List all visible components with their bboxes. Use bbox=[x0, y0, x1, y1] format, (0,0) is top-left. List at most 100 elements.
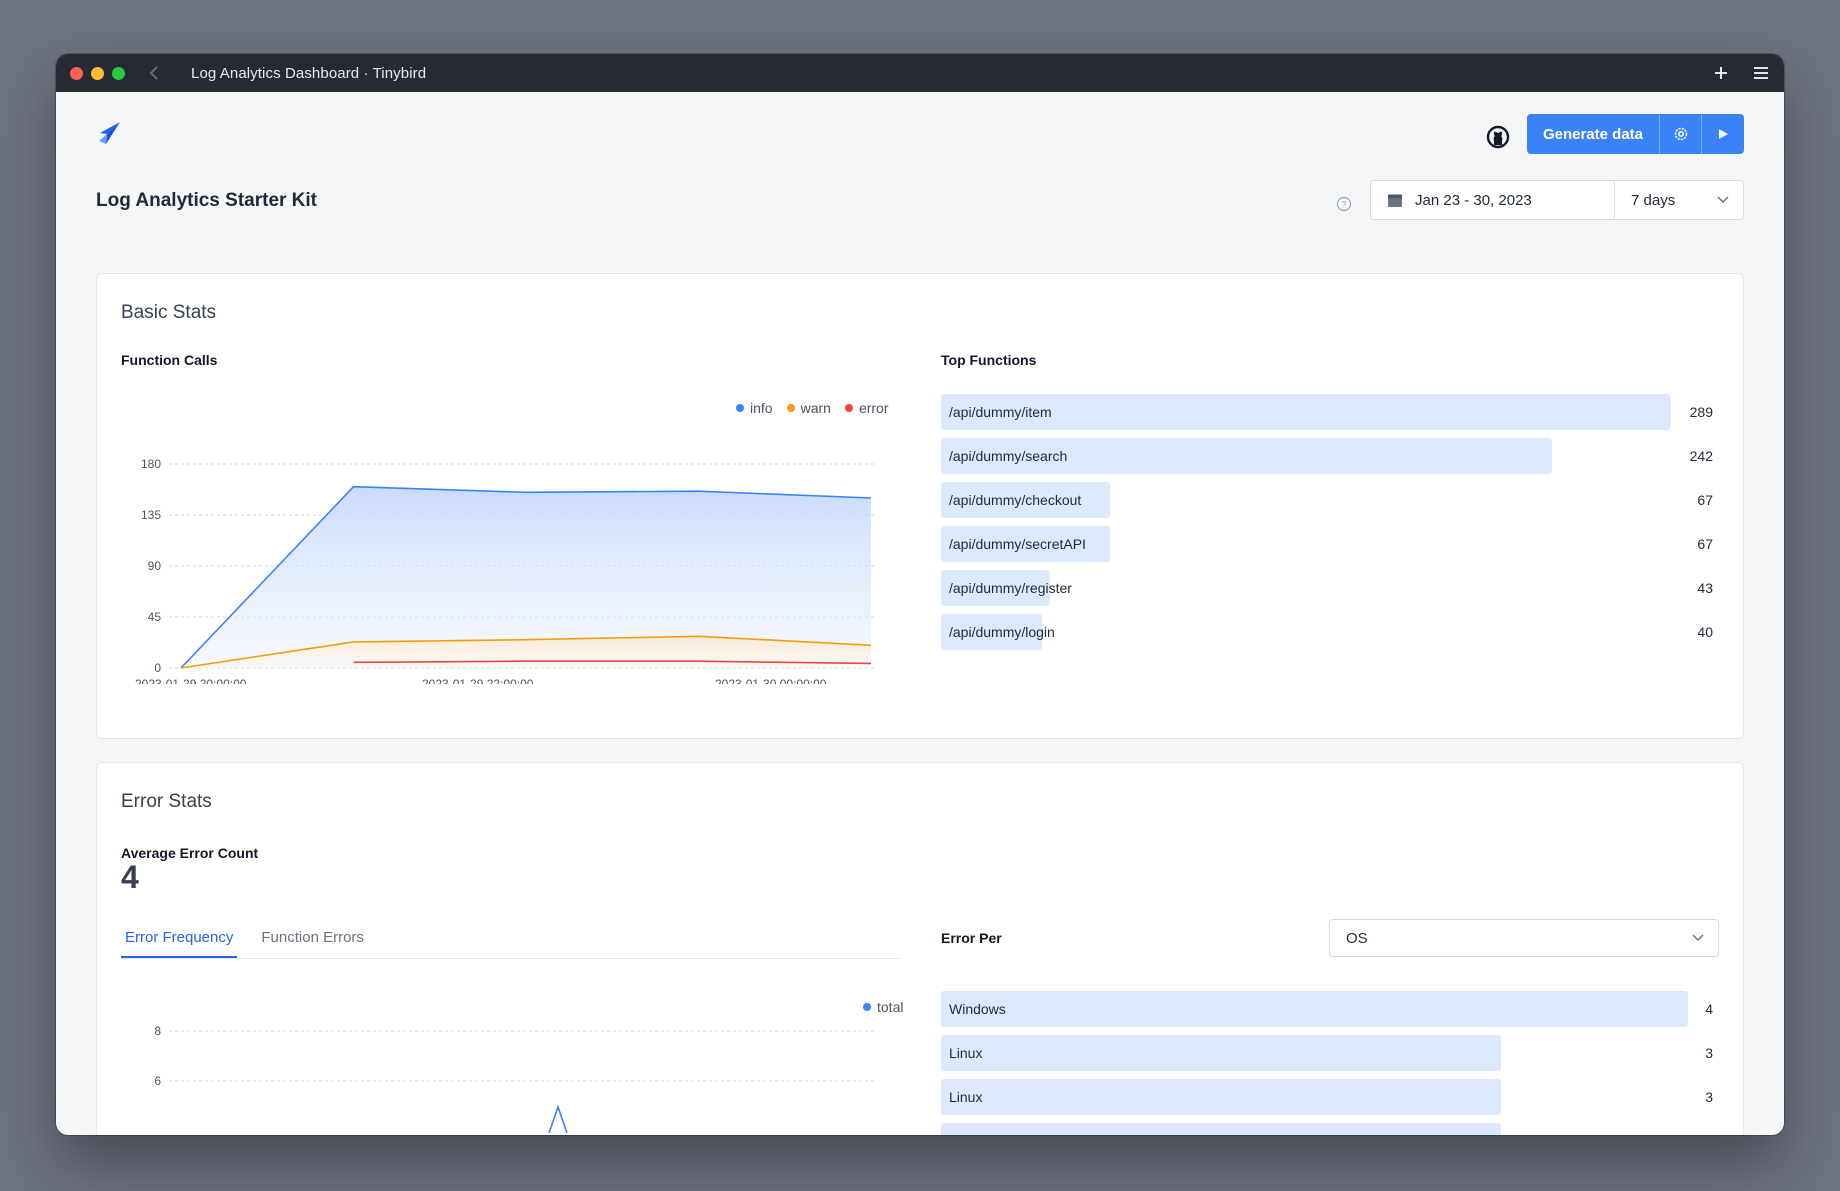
bar-label: Linux bbox=[949, 1045, 983, 1061]
error-per-select[interactable]: OS bbox=[1329, 919, 1719, 957]
bar-label: /api/dummy/register bbox=[949, 580, 1072, 596]
legend-total-dot bbox=[863, 1003, 871, 1011]
bar-fill bbox=[941, 526, 1111, 562]
menu-icon[interactable] bbox=[1752, 64, 1770, 82]
play-button[interactable] bbox=[1702, 114, 1744, 154]
page-title: Log Analytics Starter Kit bbox=[96, 190, 318, 211]
date-range-text: Jan 23 - 30, 2023 bbox=[1415, 191, 1532, 209]
bar-label: Linux bbox=[949, 1089, 983, 1105]
chevron-down-icon bbox=[1692, 934, 1704, 942]
bar-value: 67 bbox=[1697, 536, 1713, 552]
bar-value: 40 bbox=[1697, 624, 1713, 640]
bar-value: 3 bbox=[1705, 1089, 1713, 1105]
error-frequency-line bbox=[548, 1104, 568, 1134]
list-item[interactable]: Linux 3 bbox=[941, 1123, 1713, 1135]
y-tick-label: 90 bbox=[148, 559, 162, 573]
bar-value: 4 bbox=[1705, 1001, 1713, 1017]
y-tick-label: 8 bbox=[154, 1024, 161, 1038]
github-icon[interactable] bbox=[1486, 125, 1510, 149]
legend-warn-dot bbox=[786, 404, 795, 412]
legend-error[interactable]: error bbox=[844, 400, 889, 416]
generate-data-button[interactable]: Generate data bbox=[1526, 114, 1660, 154]
top-bar: Generate data bbox=[96, 92, 1744, 186]
date-range-field[interactable]: Jan 23 - 30, 2023 bbox=[1371, 181, 1615, 219]
list-item[interactable]: /api/dummy/register 43 bbox=[941, 570, 1713, 606]
basic-stats-card: Basic Stats Function Calls Top Functions… bbox=[96, 273, 1744, 739]
help-icon[interactable]: ? bbox=[1336, 196, 1352, 212]
legend-info[interactable]: info bbox=[736, 400, 773, 416]
tab-error-frequency[interactable]: Error Frequency bbox=[121, 921, 238, 958]
date-range-picker[interactable]: Jan 23 - 30, 2023 7 days bbox=[1370, 180, 1744, 220]
bar-fill bbox=[941, 991, 1688, 1027]
bar-value: 289 bbox=[1689, 404, 1713, 420]
bar-label: Windows bbox=[949, 1001, 1006, 1017]
tab-function-errors[interactable]: Function Errors bbox=[261, 929, 364, 946]
minimize-window-button[interactable] bbox=[91, 66, 104, 80]
title-bar: Log Analytics Dashboard · Tinybird bbox=[56, 54, 1784, 92]
legend-warn[interactable]: warn bbox=[786, 400, 831, 416]
play-icon bbox=[1719, 129, 1728, 139]
settings-button[interactable] bbox=[1660, 114, 1702, 154]
function-calls-legend: info warn error bbox=[736, 400, 889, 416]
bar-value: 43 bbox=[1697, 580, 1713, 596]
maximize-window-button[interactable] bbox=[112, 66, 125, 80]
legend-error-label: error bbox=[858, 400, 889, 416]
bar-fill bbox=[941, 482, 1111, 518]
app-window: Log Analytics Dashboard · Tinybird bbox=[56, 54, 1784, 1135]
error-tabs: Error Frequency Function Errors bbox=[121, 921, 901, 959]
function-calls-chart: 0 45 90 135 180 2023-01-29 20:00:00 2023-01-2… bbox=[135, 457, 877, 684]
error-frequency-chart: 86 bbox=[154, 1024, 877, 1134]
line-error bbox=[353, 660, 872, 665]
back-arrow-icon[interactable] bbox=[149, 65, 165, 81]
new-tab-plus-icon[interactable] bbox=[1712, 64, 1730, 82]
legend-error-dot bbox=[844, 404, 853, 412]
calendar-icon bbox=[1388, 194, 1402, 207]
list-item[interactable]: /api/dummy/checkout 67 bbox=[941, 482, 1713, 518]
list-item[interactable]: /api/dummy/search 242 bbox=[941, 438, 1713, 474]
error-per-list: Windows 4 Linux 3 Linux 3 Linux 3 bbox=[941, 991, 1713, 1135]
list-item[interactable]: Windows 4 bbox=[941, 991, 1713, 1027]
list-item[interactable]: Linux 3 bbox=[941, 1035, 1713, 1071]
bar-fill bbox=[941, 1079, 1502, 1115]
x-tick-label: 2023-01-29 20:00:00 bbox=[135, 677, 247, 684]
close-window-button[interactable] bbox=[70, 66, 83, 80]
bar-fill bbox=[941, 1123, 1502, 1135]
list-item[interactable]: /api/dummy/secretAPI 67 bbox=[941, 526, 1713, 562]
y-tick-label: 135 bbox=[141, 508, 161, 522]
basic-stats-title: Basic Stats bbox=[121, 302, 217, 323]
bar-value: 67 bbox=[1697, 492, 1713, 508]
list-item[interactable]: /api/dummy/item 289 bbox=[941, 394, 1713, 430]
bar-fill bbox=[941, 614, 1043, 650]
legend-warn-label: warn bbox=[800, 400, 831, 416]
generate-button-group: Generate data bbox=[1526, 114, 1744, 154]
error-stats-title: Error Stats bbox=[121, 791, 212, 812]
y-tick-label: 0 bbox=[154, 661, 161, 675]
bar-value: 242 bbox=[1689, 448, 1713, 464]
error-per-select-value: OS bbox=[1346, 929, 1368, 947]
window-title: Log Analytics Dashboard · Tinybird bbox=[191, 64, 427, 82]
y-tick-label: 6 bbox=[154, 1074, 161, 1088]
bar-fill bbox=[941, 394, 1671, 430]
chevron-down-icon bbox=[1717, 196, 1729, 204]
legend-total[interactable]: total bbox=[863, 999, 903, 1015]
period-text: 7 days bbox=[1631, 191, 1676, 209]
period-select[interactable]: 7 days bbox=[1615, 181, 1743, 219]
tinybird-logo-icon[interactable] bbox=[96, 120, 122, 146]
top-functions-label: Top Functions bbox=[941, 352, 1037, 368]
error-frequency-legend: total bbox=[863, 999, 903, 1015]
x-tick-label: 2023-01-30 00:00:00 bbox=[715, 677, 827, 684]
y-tick-label: 45 bbox=[148, 610, 162, 624]
list-item[interactable]: Linux 3 bbox=[941, 1079, 1713, 1115]
average-error-count-value: 4 bbox=[121, 859, 139, 895]
bar-fill bbox=[941, 570, 1050, 606]
page-content: Generate data Log Analytics Starter Kit … bbox=[56, 92, 1784, 1135]
top-functions-list: /api/dummy/item 289/api/dummy/search 242/a… bbox=[941, 394, 1713, 658]
list-item[interactable]: /api/dummy/login 40 bbox=[941, 614, 1713, 650]
bar-fill bbox=[941, 1035, 1502, 1071]
area-info bbox=[181, 486, 871, 668]
x-tick-label: 2023-01-29 22:00:00 bbox=[422, 677, 534, 684]
function-calls-label: Function Calls bbox=[121, 352, 218, 368]
bar-value: 3 bbox=[1705, 1123, 1713, 1135]
bar-label: /api/dummy/search bbox=[949, 448, 1068, 464]
bar-label: /api/dummy/login bbox=[949, 624, 1055, 640]
